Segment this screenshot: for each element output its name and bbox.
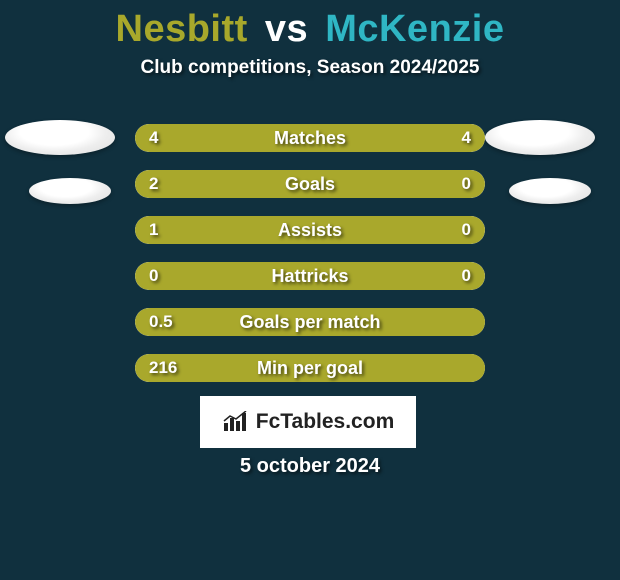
player2-name: McKenzie [325,8,504,50]
stat-value-right: 0 [462,170,471,198]
date: 5 october 2024 [0,455,620,478]
player1-club-badge [29,178,111,204]
stat-rows: 4Matches42Goals01Assists00Hattricks00.5G… [135,124,485,400]
chart-icon [222,411,250,433]
player2-avatar [485,120,595,155]
stat-value-right: 0 [462,216,471,244]
player2-club-badge [509,178,591,204]
vs-text: vs [265,8,308,50]
stat-row: 2Goals0 [135,170,485,198]
stat-row: 0Hattricks0 [135,262,485,290]
stat-row: 4Matches4 [135,124,485,152]
stat-label: Min per goal [135,354,485,382]
stat-row: 1Assists0 [135,216,485,244]
stat-row: 0.5Goals per match [135,308,485,336]
comparison-card: Nesbitt vs McKenzie Club competitions, S… [0,0,620,580]
subtitle: Club competitions, Season 2024/2025 [0,57,620,79]
player1-name: Nesbitt [116,8,248,50]
player1-avatar [5,120,115,155]
branding-text: FcTables.com [256,410,395,434]
stat-label: Goals per match [135,308,485,336]
branding-box: FcTables.com [200,396,416,448]
stat-row: 216Min per goal [135,354,485,382]
stat-label: Goals [135,170,485,198]
stat-label: Assists [135,216,485,244]
stat-value-right: 4 [462,124,471,152]
title: Nesbitt vs McKenzie [0,0,620,51]
stat-label: Hattricks [135,262,485,290]
stat-value-right: 0 [462,262,471,290]
stat-label: Matches [135,124,485,152]
